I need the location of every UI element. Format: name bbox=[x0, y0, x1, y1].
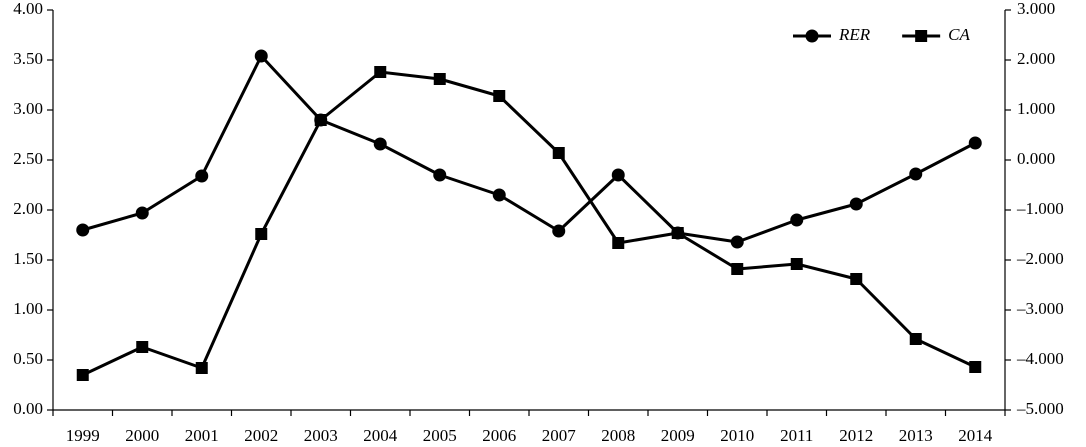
data-point bbox=[612, 237, 625, 249]
y2-tick-label: 1.000 bbox=[1017, 99, 1055, 118]
x-tick-label: 2011 bbox=[780, 426, 813, 445]
y2-tick-label: 3.000 bbox=[1017, 0, 1055, 18]
data-point bbox=[611, 168, 625, 182]
y2-tick-label: –1.000 bbox=[1016, 199, 1064, 218]
data-point bbox=[255, 228, 268, 240]
data-point bbox=[968, 136, 982, 150]
y-tick-label: 3.50 bbox=[13, 49, 43, 68]
x-tick-label: 2009 bbox=[661, 426, 695, 445]
series-line bbox=[82, 70, 976, 377]
x-tick-label: 2008 bbox=[601, 426, 635, 445]
y2-tick-label: 2.000 bbox=[1017, 49, 1055, 68]
x-tick-label: 2013 bbox=[899, 426, 933, 445]
data-point bbox=[552, 224, 566, 238]
data-point bbox=[790, 213, 804, 227]
data-point bbox=[373, 137, 387, 151]
data-point bbox=[790, 258, 803, 270]
x-tick-label: 2004 bbox=[363, 426, 398, 445]
y2-tick-label: –3.000 bbox=[1016, 299, 1064, 318]
data-point bbox=[909, 167, 923, 181]
data-point bbox=[374, 66, 387, 78]
data-point bbox=[433, 168, 447, 182]
x-tick-label: 2005 bbox=[423, 426, 457, 445]
x-tick-label: 2012 bbox=[839, 426, 873, 445]
data-point bbox=[730, 235, 744, 249]
y-tick-label: 2.00 bbox=[13, 199, 43, 218]
x-tick-label: 2006 bbox=[482, 426, 516, 445]
x-tick-label: 2001 bbox=[185, 426, 219, 445]
data-point bbox=[492, 188, 506, 202]
data-point bbox=[195, 169, 209, 183]
y2-tick-label: –4.000 bbox=[1016, 349, 1064, 368]
series-line bbox=[82, 54, 976, 244]
y-tick-label: 4.00 bbox=[13, 0, 43, 18]
x-tick-label: 2000 bbox=[125, 426, 159, 445]
y-tick-label: 1.00 bbox=[13, 299, 43, 318]
x-tick-label: 2014 bbox=[958, 426, 993, 445]
data-point bbox=[76, 369, 89, 381]
data-point bbox=[969, 361, 982, 373]
data-point bbox=[76, 223, 90, 237]
legend-marker bbox=[805, 29, 819, 43]
data-point bbox=[552, 147, 565, 159]
y-tick-label: 3.00 bbox=[13, 99, 43, 118]
y-tick-label: 2.50 bbox=[13, 149, 43, 168]
data-point bbox=[849, 197, 863, 211]
y-tick-label: 1.50 bbox=[13, 249, 43, 268]
x-tick-label: 1999 bbox=[66, 426, 100, 445]
data-point bbox=[135, 206, 149, 220]
x-tick-label: 2003 bbox=[304, 426, 338, 445]
data-point bbox=[314, 114, 327, 126]
legend-marker bbox=[915, 30, 928, 42]
data-point bbox=[493, 90, 506, 102]
x-tick-label: 2007 bbox=[542, 426, 577, 445]
y2-tick-label: –5.000 bbox=[1016, 399, 1064, 418]
y-tick-label: 0.00 bbox=[13, 399, 43, 418]
data-point bbox=[433, 73, 446, 85]
y-tick-label: 0.50 bbox=[13, 349, 43, 368]
x-tick-label: 2010 bbox=[720, 426, 754, 445]
y2-tick-label: –2.000 bbox=[1016, 249, 1064, 268]
y2-tick-label: 0.000 bbox=[1017, 149, 1055, 168]
data-point bbox=[731, 263, 744, 275]
data-point bbox=[254, 49, 268, 63]
data-point bbox=[850, 273, 863, 285]
data-point bbox=[671, 227, 684, 239]
legend-label: RER bbox=[838, 25, 871, 44]
data-point bbox=[909, 333, 922, 345]
data-point bbox=[136, 341, 149, 353]
data-point bbox=[195, 362, 208, 374]
x-tick-label: 2002 bbox=[244, 426, 278, 445]
legend-label: CA bbox=[948, 25, 970, 44]
